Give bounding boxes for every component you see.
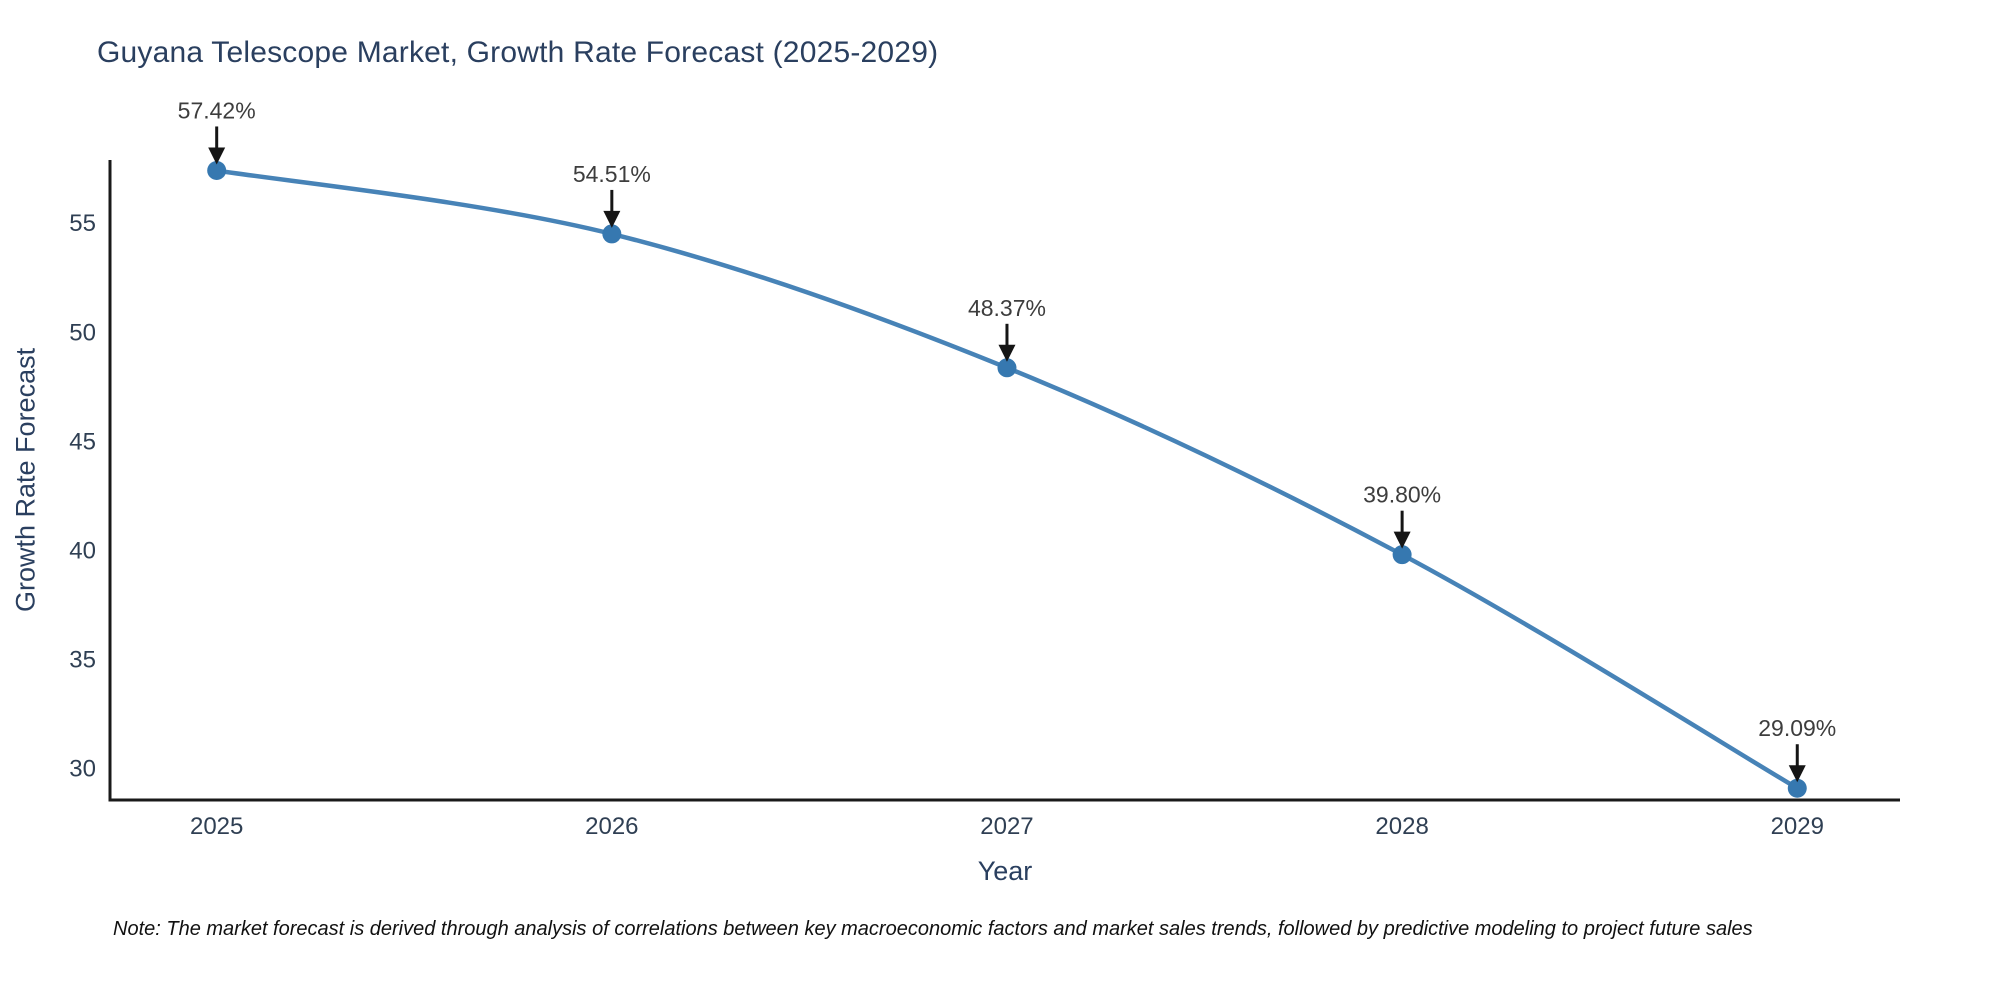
x-axis-title: Year bbox=[977, 856, 1033, 886]
y-tick-label: 40 bbox=[69, 537, 96, 564]
footnote: Note: The market forecast is derived thr… bbox=[113, 918, 1753, 940]
data-point-2028 bbox=[1392, 545, 1412, 565]
point-annotation-2028: 39.80% bbox=[1363, 482, 1441, 508]
point-annotation-2029: 29.09% bbox=[1758, 715, 1836, 741]
data-point-2027 bbox=[997, 358, 1017, 378]
data-point-2025 bbox=[207, 160, 227, 180]
point-annotation-2027: 48.37% bbox=[968, 295, 1046, 321]
point-annotation-2026: 54.51% bbox=[573, 161, 651, 187]
annotation-arrow-head bbox=[603, 210, 621, 228]
y-tick-label: 50 bbox=[69, 319, 96, 346]
point-annotation-2025: 57.42% bbox=[178, 97, 256, 123]
y-tick-label: 45 bbox=[69, 428, 96, 455]
y-tick-label: 30 bbox=[69, 755, 96, 782]
annotation-arrow-head bbox=[1788, 765, 1806, 783]
x-tick-label: 2026 bbox=[585, 813, 638, 840]
forecast-line bbox=[214, 168, 1800, 791]
x-tick-label: 2029 bbox=[1771, 813, 1824, 840]
y-tick-label: 35 bbox=[69, 646, 96, 673]
x-tick-label: 2027 bbox=[980, 813, 1033, 840]
data-point-2029 bbox=[1787, 778, 1807, 798]
y-tick-label: 55 bbox=[69, 210, 96, 237]
annotation-arrow-head bbox=[998, 344, 1016, 362]
annotation-arrow-head bbox=[1393, 531, 1411, 549]
data-point-2026 bbox=[602, 224, 622, 244]
chart-title: Guyana Telescope Market, Growth Rate For… bbox=[97, 36, 939, 69]
x-tick-label: 2028 bbox=[1375, 813, 1428, 840]
x-tick-label: 2025 bbox=[190, 813, 243, 840]
annotation-arrow-head bbox=[208, 147, 226, 165]
